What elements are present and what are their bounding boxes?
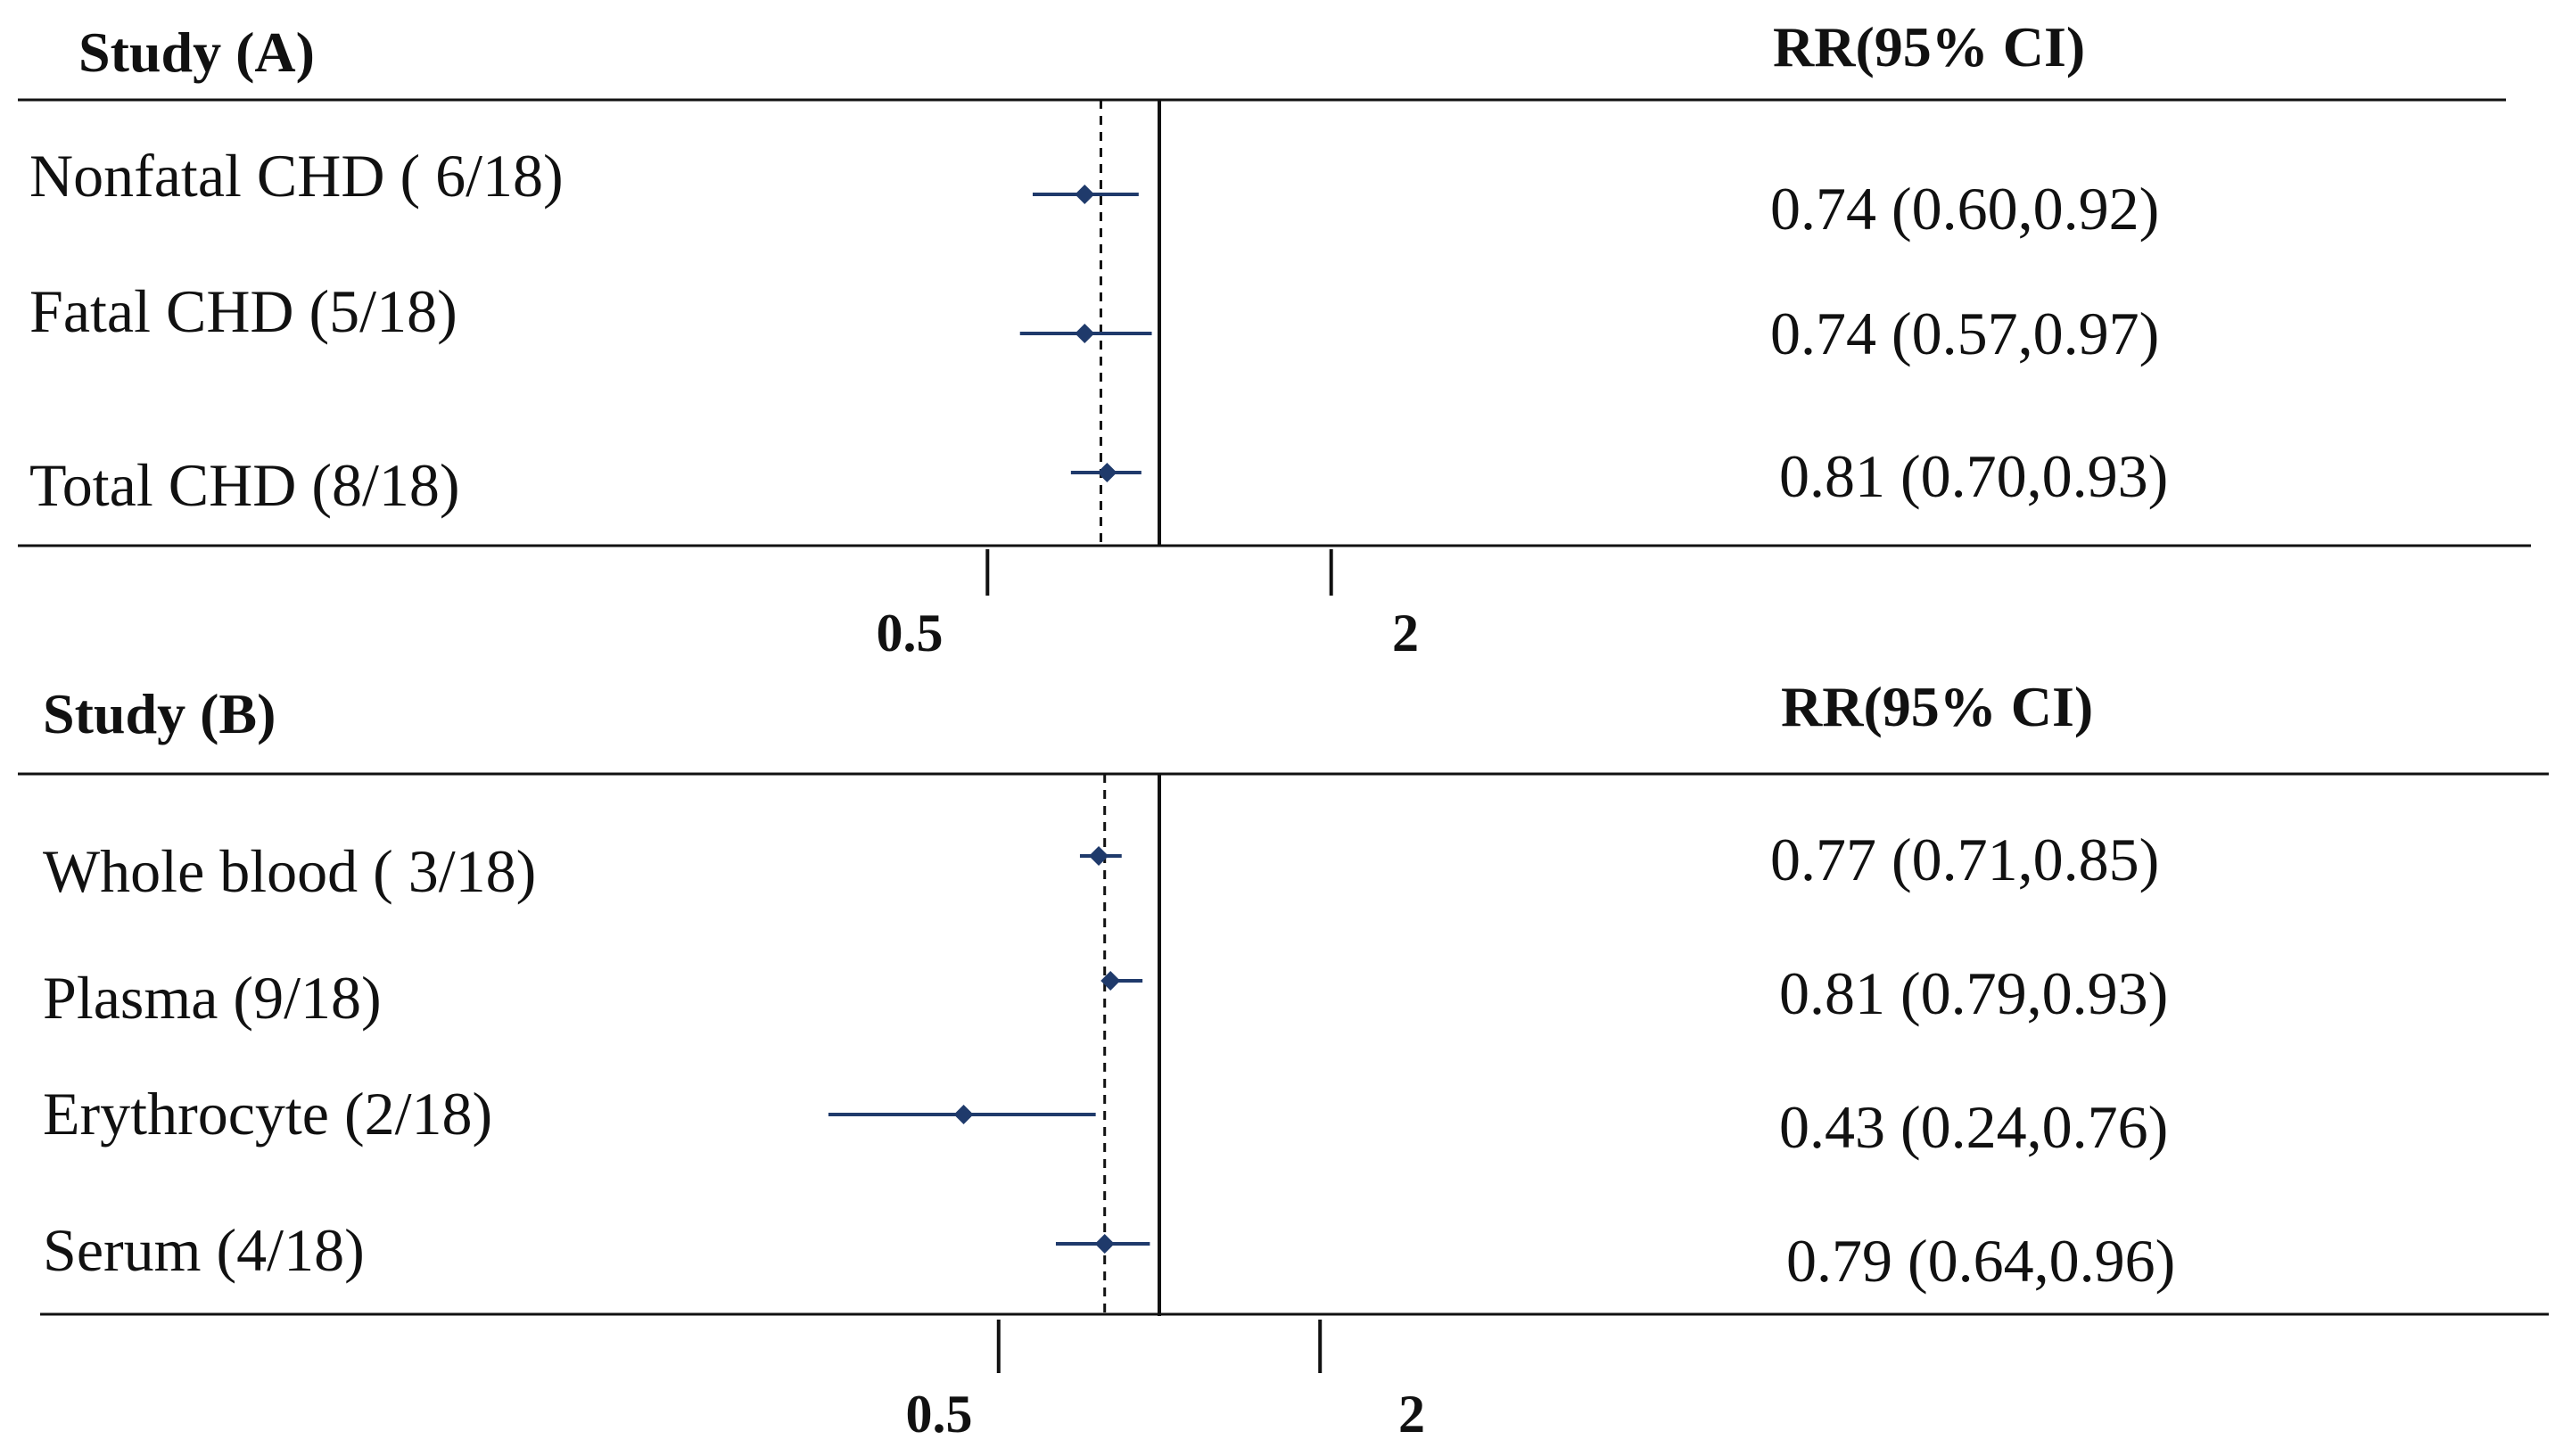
panel-a-header-right: RR(95% CI): [1773, 15, 2086, 78]
panel-a-rr-value: 0.74 (0.60,0.92): [1770, 175, 2160, 243]
panel-a-header-left: Study (A): [78, 21, 315, 84]
panel-b-point-estimate: [953, 1105, 974, 1124]
panel-b-row-label: Whole blood ( 3/18): [43, 837, 537, 905]
panel-b-row-label: Serum (4/18): [43, 1216, 365, 1284]
panel-b-point-estimate: [1100, 971, 1121, 991]
panel-b-rr-value: 0.81 (0.79,0.93): [1779, 959, 2169, 1027]
panel-a-tick-label: 2: [1392, 604, 1419, 662]
panel-a-row-label: Nonfatal CHD ( 6/18): [29, 142, 564, 210]
panel-b-point-estimate: [1089, 846, 1109, 866]
panel-b-rr-value: 0.79 (0.64,0.96): [1786, 1227, 2176, 1295]
panel-b-tick-label: 2: [1398, 1385, 1425, 1444]
panel-b-point-estimate: [1094, 1234, 1115, 1254]
panel-a-tick-label: 0.5: [876, 604, 944, 662]
panel-b-row-label: Plasma (9/18): [43, 964, 382, 1032]
panel-b-rr-value: 0.77 (0.71,0.85): [1770, 826, 2160, 893]
panel-a-point-estimate: [1075, 324, 1095, 343]
panel-a-rr-value: 0.81 (0.70,0.93): [1779, 442, 2169, 510]
panel-b-rr-value: 0.43 (0.24,0.76): [1779, 1093, 2169, 1161]
panel-b-header-left: Study (B): [43, 682, 276, 745]
panel-a-point-estimate: [1097, 463, 1117, 482]
panel-b-row-label: Erythrocyte (2/18): [43, 1080, 493, 1148]
panel-a-rr-value: 0.74 (0.57,0.97): [1770, 300, 2160, 367]
panel-a-row-label: Total CHD (8/18): [29, 451, 460, 519]
panel-a-row-label: Fatal CHD (5/18): [29, 277, 457, 345]
panel-a-point-estimate: [1075, 185, 1095, 204]
panel-b-tick-label: 0.5: [905, 1385, 973, 1444]
panel-b-header-right: RR(95% CI): [1781, 675, 2094, 738]
